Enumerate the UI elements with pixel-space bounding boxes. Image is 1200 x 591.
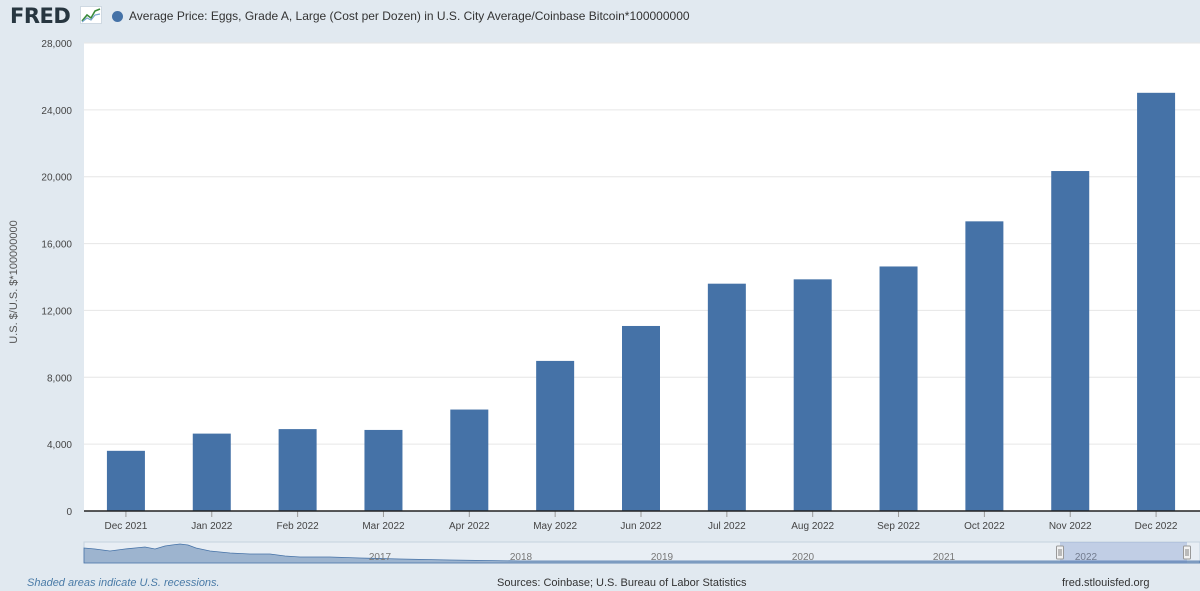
fred-logo-icon <box>80 6 102 24</box>
x-tick-label: Jan 2022 <box>191 521 233 532</box>
bars <box>106 92 1176 512</box>
navigator-year-label: 2018 <box>510 552 533 563</box>
bar[interactable] <box>965 221 1004 511</box>
bar[interactable] <box>622 325 660 511</box>
bar[interactable] <box>879 266 918 511</box>
range-navigator: 2017 2018 2019 2020 2021 2022 <box>83 541 1200 564</box>
y-tick-label: 0 <box>66 507 72 518</box>
x-tick-label: Oct 2022 <box>964 521 1005 532</box>
y-tick-label: 8,000 <box>47 373 72 384</box>
site-link[interactable]: fred.stlouisfed.org <box>1062 577 1150 589</box>
navigator-year-label: 2022 <box>1075 552 1098 563</box>
bar[interactable] <box>707 283 746 511</box>
navigator-year-label: 2020 <box>792 552 815 563</box>
y-tick-label: 24,000 <box>41 106 72 117</box>
y-tick-label: 12,000 <box>41 306 72 317</box>
y-tick-label: 20,000 <box>41 173 72 184</box>
y-tick-label: 16,000 <box>41 240 72 251</box>
navigator-selection[interactable] <box>1060 542 1187 563</box>
bar[interactable] <box>1137 92 1176 512</box>
x-tick-label: Sep 2022 <box>877 521 920 532</box>
navigator-year-label: 2019 <box>651 552 674 563</box>
x-tick-label: Mar 2022 <box>362 521 405 532</box>
bar[interactable] <box>364 429 403 511</box>
bar[interactable] <box>192 433 231 511</box>
navigator-year-label: 2017 <box>369 552 392 563</box>
legend-marker <box>112 11 123 22</box>
y-axis-ticks: 0 4,000 8,000 12,000 16,000 20,000 24,000 28,00… <box>41 39 72 518</box>
x-tick-label: Jul 2022 <box>708 521 746 532</box>
x-tick-label: Dec 2022 <box>1135 521 1178 532</box>
x-tick-label: Aug 2022 <box>791 521 834 532</box>
y-tick-label: 28,000 <box>41 39 72 50</box>
x-tick-label: May 2022 <box>533 521 577 532</box>
bar[interactable] <box>450 409 489 511</box>
x-tick-label: Apr 2022 <box>449 521 490 532</box>
navigator-year-label: 2021 <box>933 552 956 563</box>
bar[interactable] <box>1051 171 1090 511</box>
x-tick-label: Jun 2022 <box>620 521 662 532</box>
legend-label[interactable]: Average Price: Eggs, Grade A, Large (Cos… <box>129 9 690 23</box>
sources-text: Sources: Coinbase; U.S. Bureau of Labor … <box>497 577 747 589</box>
fred-logo[interactable]: FRED <box>10 4 71 28</box>
y-tick-label: 4,000 <box>47 440 72 451</box>
x-tick-label: Dec 2021 <box>105 521 148 532</box>
recession-note: Shaded areas indicate U.S. recessions. <box>27 577 220 589</box>
bar[interactable] <box>278 429 317 511</box>
bar[interactable] <box>106 450 145 511</box>
bar[interactable] <box>536 360 575 511</box>
x-tick-label: Nov 2022 <box>1049 521 1092 532</box>
x-axis: Dec 2021 Jan 2022 Feb 2022 Mar 2022 Apr 2022… <box>84 510 1200 532</box>
x-tick-label: Feb 2022 <box>276 521 319 532</box>
chart-header: FRED Average Price: Eggs, Grade A, Large… <box>0 0 1200 34</box>
navigator-handle[interactable] <box>1183 545 1191 560</box>
navigator-series <box>83 543 1200 564</box>
navigator-handle[interactable] <box>1056 545 1064 560</box>
bar[interactable] <box>793 279 832 511</box>
